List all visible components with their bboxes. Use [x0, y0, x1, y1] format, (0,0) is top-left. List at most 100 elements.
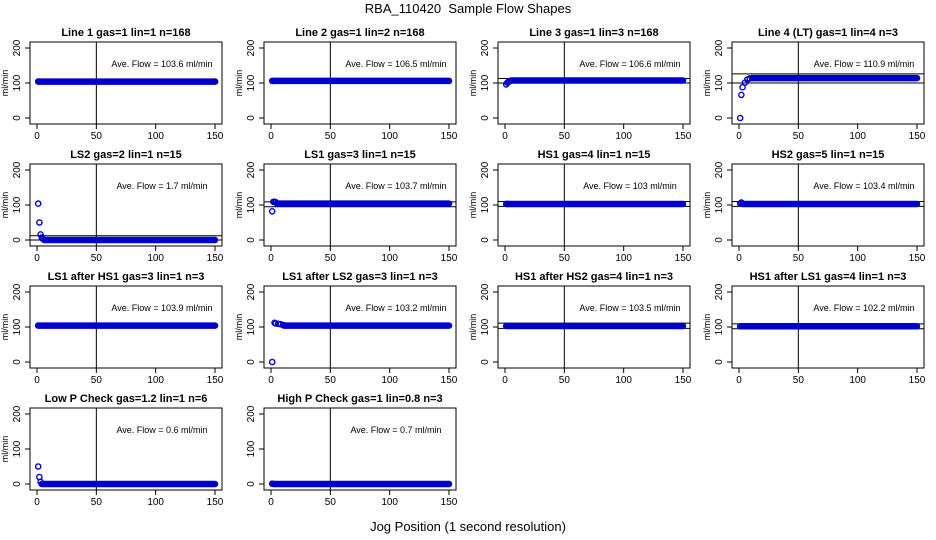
panel-title: Low P Check gas=1.2 lin=1 n=6	[45, 393, 208, 405]
y-tick-label: 200	[246, 405, 257, 422]
data-point	[736, 114, 744, 122]
panel-title: HS2 gas=5 lin=1 n=15	[772, 149, 885, 161]
data-point	[37, 478, 44, 486]
average-flow-annotation: Ave. Flow = 103.4 ml/min	[813, 181, 914, 191]
chart-panel: HS1 gas=4 lin=1 n=15 0 100 200 ml/min 0 50 100 1…	[468, 149, 692, 264]
y-tick-label: 0	[714, 359, 725, 365]
y-tick-label: 100	[12, 74, 23, 91]
y-tick-label: 100	[714, 318, 725, 335]
x-tick-label: 0	[736, 253, 742, 264]
x-tick-label: 150	[909, 131, 926, 142]
y-tick-label: 0	[714, 237, 725, 243]
chart-panel: HS1 after HS2 gas=4 lin=1 n=3 0 100 200 ml/m…	[468, 271, 692, 386]
x-tick-label: 150	[207, 131, 224, 142]
x-tick-label: 150	[207, 253, 224, 264]
data-point	[38, 234, 46, 241]
y-tick-label: 0	[246, 115, 257, 121]
chart-panel: Line 2 gas=1 lin=2 n=168 0 100 200 ml/min 0 50…	[234, 27, 458, 142]
x-tick-label: 0	[502, 253, 508, 264]
x-tick-label: 100	[381, 131, 398, 142]
y-axis-label: ml/min	[234, 192, 244, 219]
chart-panel: Line 1 gas=1 lin=1 n=168 0 100 200 ml/min 0 50…	[0, 27, 224, 142]
data-point	[279, 321, 287, 329]
chart-panel: LS1 gas=3 lin=1 n=15 0 100 200 ml/min 0 50 100 1…	[234, 149, 458, 264]
y-axis-label: ml/min	[0, 436, 10, 463]
data-point	[211, 78, 219, 85]
y-tick-label: 200	[714, 39, 725, 56]
y-axis-label: ml/min	[234, 314, 244, 341]
x-tick-label: 50	[325, 497, 337, 508]
y-axis-label: ml/min	[702, 192, 712, 219]
y-axis-label: ml/min	[702, 314, 712, 341]
y-tick-label: 100	[246, 440, 257, 457]
x-tick-label: 150	[441, 253, 458, 264]
data-point	[738, 199, 745, 206]
data-point	[738, 91, 745, 99]
y-tick-label: 100	[714, 196, 725, 213]
x-tick-label: 50	[91, 375, 103, 386]
chart-panel: Line 3 gas=1 lin=3 n=168 0 100 200 ml/min 0 50…	[468, 27, 692, 142]
chart-panel: HS1 after LS1 gas=4 lin=1 n=3 0 100 200 ml/m…	[702, 271, 926, 386]
plot-frame	[29, 407, 223, 491]
data-point	[268, 207, 276, 215]
average-flow-annotation: Ave. Flow = 0.6 ml/min	[116, 425, 207, 435]
average-flow-annotation: Ave. Flow = 102.2 ml/min	[813, 303, 914, 313]
data-point	[506, 77, 514, 85]
panel-title: HS1 gas=4 lin=1 n=15	[538, 149, 651, 161]
data-point	[34, 463, 42, 470]
x-tick-label: 0	[736, 131, 742, 142]
x-tick-label: 0	[736, 375, 742, 386]
x-tick-label: 50	[91, 253, 103, 264]
x-tick-label: 100	[849, 131, 866, 142]
panel-title: Line 1 gas=1 lin=1 n=168	[61, 27, 190, 39]
y-tick-label: 200	[480, 161, 491, 178]
plot-frame	[263, 407, 457, 491]
y-tick-label: 200	[714, 283, 725, 300]
data-point	[748, 74, 756, 82]
panel-title: Line 2 gas=1 lin=2 n=168	[295, 27, 424, 39]
x-tick-label: 100	[381, 375, 398, 386]
x-tick-label: 50	[325, 375, 337, 386]
data-point	[39, 235, 47, 243]
y-tick-label: 0	[12, 237, 23, 243]
panel-title: Line 3 gas=1 lin=3 n=168	[529, 27, 658, 39]
y-tick-label: 200	[480, 283, 491, 300]
y-tick-label: 0	[246, 481, 257, 487]
average-flow-annotation: Ave. Flow = 106.6 ml/min	[579, 59, 680, 69]
x-tick-label: 50	[793, 131, 805, 142]
x-tick-label: 100	[147, 253, 164, 264]
x-tick-label: 150	[441, 131, 458, 142]
x-tick-label: 0	[502, 131, 508, 142]
x-tick-label: 100	[615, 131, 632, 142]
x-tick-label: 150	[909, 253, 926, 264]
chart-panel: LS1 after HS1 gas=3 lin=1 n=3 0 100 200 ml/m…	[0, 271, 224, 386]
y-tick-label: 100	[246, 74, 257, 91]
figure-title: RBA_110420 Sample Flow Shapes	[364, 1, 572, 16]
x-tick-label: 0	[34, 131, 40, 142]
chart-panel: Low P Check gas=1.2 lin=1 n=6 0 100 200 ml/m…	[0, 393, 224, 508]
panel-title: LS1 gas=3 lin=1 n=15	[304, 149, 416, 161]
y-tick-label: 100	[480, 318, 491, 335]
data-point	[34, 322, 42, 329]
average-flow-annotation: Ave. Flow = 103.7 ml/min	[345, 181, 446, 191]
y-tick-label: 200	[12, 161, 23, 178]
y-axis-label: ml/min	[0, 314, 10, 341]
average-flow-annotation: Ave. Flow = 103.9 ml/min	[111, 303, 212, 313]
chart-panel: Line 4 (LT) gas=1 lin=4 n=3 0 100 200 ml/min…	[702, 27, 926, 142]
y-tick-label: 100	[246, 196, 257, 213]
panel-title: HS1 after LS1 gas=4 lin=1 n=3	[750, 271, 907, 283]
data-point	[736, 322, 744, 330]
y-tick-label: 200	[12, 283, 23, 300]
y-tick-label: 200	[12, 39, 23, 56]
x-tick-label: 50	[793, 253, 805, 264]
x-tick-label: 150	[441, 497, 458, 508]
average-flow-annotation: Ave. Flow = 103.6 ml/min	[111, 59, 212, 69]
x-tick-label: 0	[34, 375, 40, 386]
chart-panel: High P Check gas=1 lin=0.8 n=3 0 100 200 0 50…	[246, 393, 458, 508]
x-tick-label: 0	[34, 253, 40, 264]
y-tick-label: 0	[480, 359, 491, 365]
average-flow-annotation: Ave. Flow = 1.7 ml/min	[116, 181, 207, 191]
average-flow-annotation: Ave. Flow = 103.2 ml/min	[345, 303, 446, 313]
y-tick-label: 100	[12, 196, 23, 213]
